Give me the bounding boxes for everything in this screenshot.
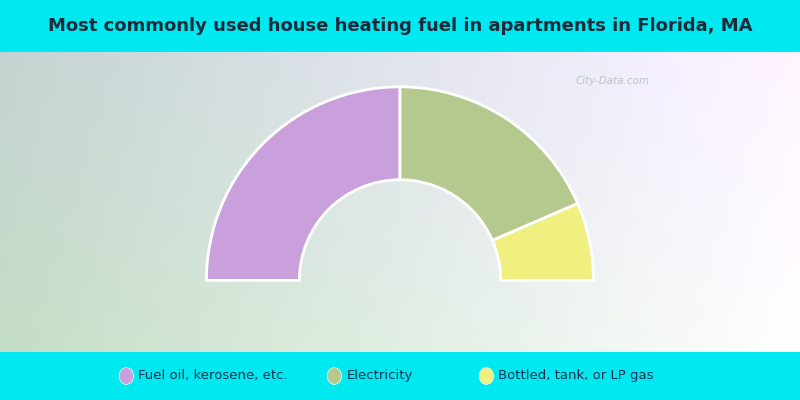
Ellipse shape <box>119 368 134 384</box>
Text: Electricity: Electricity <box>346 370 413 382</box>
Text: Fuel oil, kerosene, etc.: Fuel oil, kerosene, etc. <box>138 370 288 382</box>
Ellipse shape <box>327 368 342 384</box>
Ellipse shape <box>479 368 494 384</box>
Text: Most commonly used house heating fuel in apartments in Florida, MA: Most commonly used house heating fuel in… <box>48 17 752 35</box>
Text: Bottled, tank, or LP gas: Bottled, tank, or LP gas <box>498 370 654 382</box>
Text: City-Data.com: City-Data.com <box>576 76 650 86</box>
Wedge shape <box>492 204 594 280</box>
Wedge shape <box>206 87 400 280</box>
Wedge shape <box>400 87 578 240</box>
